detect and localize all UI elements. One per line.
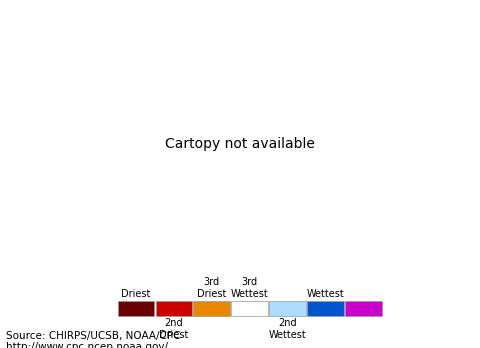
Text: Source: CHIRPS/UCSB, NOAA/CPC: Source: CHIRPS/UCSB, NOAA/CPC	[6, 331, 180, 341]
Text: 2nd
Wettest: 2nd Wettest	[269, 318, 306, 340]
Bar	[118, 301, 154, 316]
Bar	[193, 301, 230, 316]
Bar	[307, 301, 344, 316]
Text: http://www.cpc.ncep.noaa.gov/: http://www.cpc.ncep.noaa.gov/	[6, 342, 168, 348]
Text: 3rd
Driest: 3rd Driest	[197, 277, 227, 299]
Text: 2nd
Driest: 2nd Driest	[159, 318, 189, 340]
Text: Wettest: Wettest	[307, 289, 344, 299]
Text: Driest: Driest	[121, 289, 151, 299]
Text: 3rd
Wettest: 3rd Wettest	[231, 277, 268, 299]
Bar	[156, 301, 192, 316]
Text: Cartopy not available: Cartopy not available	[165, 136, 315, 151]
Bar	[231, 301, 268, 316]
Bar	[269, 301, 306, 316]
Bar	[345, 301, 382, 316]
